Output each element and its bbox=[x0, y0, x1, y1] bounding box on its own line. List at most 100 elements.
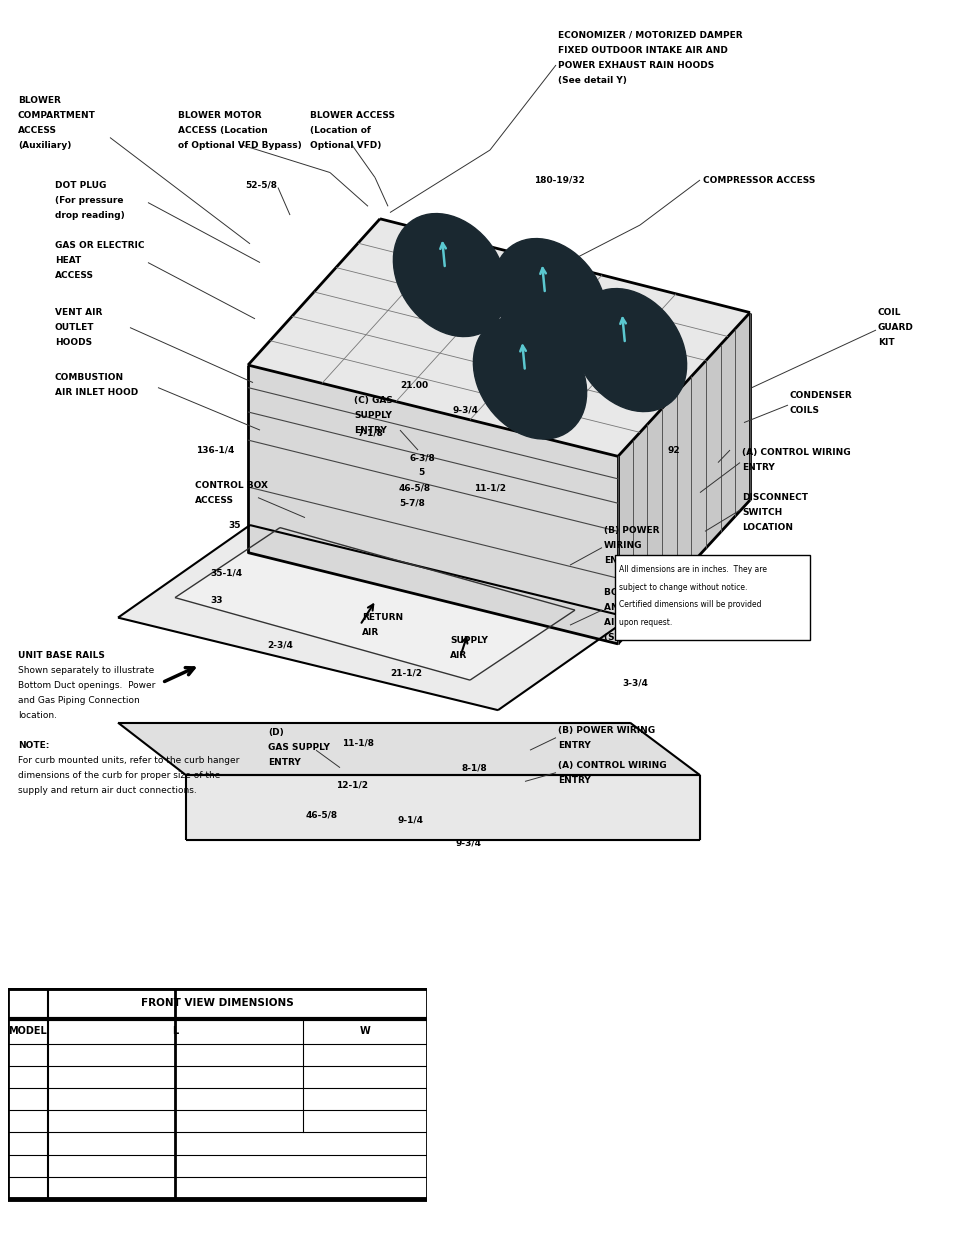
Text: BLOWER: BLOWER bbox=[18, 95, 61, 105]
Text: (A) CONTROL WIRING: (A) CONTROL WIRING bbox=[741, 448, 850, 457]
Text: POWER EXHAUST RAIN HOODS: POWER EXHAUST RAIN HOODS bbox=[558, 61, 714, 69]
Text: SWITCH: SWITCH bbox=[741, 508, 781, 517]
Text: 21-1/2: 21-1/2 bbox=[390, 668, 421, 677]
Text: 35-1/4: 35-1/4 bbox=[210, 568, 242, 577]
Text: (D): (D) bbox=[268, 729, 283, 737]
Text: Shown separately to illustrate: Shown separately to illustrate bbox=[18, 666, 154, 674]
Text: AND RETURN: AND RETURN bbox=[603, 603, 670, 613]
Text: 6-3/8: 6-3/8 bbox=[410, 453, 436, 462]
Text: ACCESS: ACCESS bbox=[18, 126, 57, 135]
Text: 33: 33 bbox=[210, 595, 222, 605]
Text: GUARD: GUARD bbox=[877, 324, 913, 332]
Polygon shape bbox=[186, 776, 700, 840]
Text: COIL: COIL bbox=[877, 308, 901, 317]
Text: LOCATION: LOCATION bbox=[741, 524, 792, 532]
Text: (See detail Y): (See detail Y) bbox=[558, 75, 626, 84]
Text: 35: 35 bbox=[228, 521, 240, 530]
Text: AIR OPENINGS: AIR OPENINGS bbox=[603, 619, 677, 627]
Text: L: L bbox=[172, 1026, 178, 1036]
Text: FRONT VIEW DIMENSIONS: FRONT VIEW DIMENSIONS bbox=[141, 998, 294, 1009]
Text: AIR: AIR bbox=[361, 629, 379, 637]
Text: 46-5/8: 46-5/8 bbox=[398, 483, 431, 492]
Text: WIRING: WIRING bbox=[603, 541, 641, 550]
Text: 9-1/4: 9-1/4 bbox=[397, 815, 423, 825]
Text: AIR: AIR bbox=[450, 651, 467, 659]
Text: ACCESS: ACCESS bbox=[55, 270, 94, 279]
Text: AIR INLET HOOD: AIR INLET HOOD bbox=[55, 388, 138, 398]
Text: and Gas Piping Connection: and Gas Piping Connection bbox=[18, 695, 139, 705]
Text: DISCONNECT: DISCONNECT bbox=[741, 493, 807, 503]
Text: GAS OR ELECTRIC: GAS OR ELECTRIC bbox=[55, 241, 144, 249]
Text: supply and return air duct connections.: supply and return air duct connections. bbox=[18, 785, 196, 794]
Text: 46-5/8: 46-5/8 bbox=[306, 810, 337, 820]
Polygon shape bbox=[248, 219, 749, 457]
Text: upon request.: upon request. bbox=[618, 618, 672, 626]
Text: UNIT BASE RAILS: UNIT BASE RAILS bbox=[18, 651, 105, 659]
Text: 2-3/4: 2-3/4 bbox=[267, 641, 293, 650]
Text: 21.00: 21.00 bbox=[399, 380, 428, 389]
Text: dimensions of the curb for proper size of the: dimensions of the curb for proper size o… bbox=[18, 771, 220, 779]
Text: 136-1/4: 136-1/4 bbox=[195, 446, 234, 454]
Text: W: W bbox=[359, 1026, 371, 1036]
Text: 5: 5 bbox=[417, 468, 424, 477]
Text: ENTRY: ENTRY bbox=[603, 556, 636, 564]
Text: NOTE:: NOTE: bbox=[18, 741, 50, 750]
Text: CONTROL BOX: CONTROL BOX bbox=[194, 480, 268, 489]
Text: VENT AIR: VENT AIR bbox=[55, 308, 102, 317]
Text: BLOWER MOTOR: BLOWER MOTOR bbox=[178, 110, 261, 120]
Text: COMPARTMENT: COMPARTMENT bbox=[18, 110, 95, 120]
Text: 11-1/8: 11-1/8 bbox=[341, 739, 374, 747]
Text: ACCESS: ACCESS bbox=[194, 495, 233, 505]
Text: DOT PLUG: DOT PLUG bbox=[55, 180, 107, 189]
Text: OUTLET: OUTLET bbox=[55, 324, 94, 332]
Polygon shape bbox=[118, 722, 700, 776]
Text: 180-19/32: 180-19/32 bbox=[534, 175, 584, 184]
Text: (B) POWER WIRING: (B) POWER WIRING bbox=[558, 726, 655, 735]
Text: SUPPLY: SUPPLY bbox=[450, 636, 487, 645]
Text: KIT: KIT bbox=[877, 338, 894, 347]
Text: 7-1/8: 7-1/8 bbox=[356, 429, 382, 437]
Polygon shape bbox=[248, 366, 618, 643]
Text: MODEL: MODEL bbox=[9, 1026, 47, 1036]
Text: (Auxiliary): (Auxiliary) bbox=[18, 141, 71, 149]
Text: BOTTOM SUPPLY: BOTTOM SUPPLY bbox=[603, 588, 688, 597]
Text: (For pressure: (For pressure bbox=[55, 195, 123, 205]
Text: location.: location. bbox=[18, 710, 57, 720]
Text: Bottom Duct openings.  Power: Bottom Duct openings. Power bbox=[18, 680, 155, 689]
Text: For curb mounted units, refer to the curb hanger: For curb mounted units, refer to the cur… bbox=[18, 756, 239, 764]
Text: (Location of: (Location of bbox=[310, 126, 371, 135]
Text: Optional VFD): Optional VFD) bbox=[310, 141, 381, 149]
Ellipse shape bbox=[493, 238, 606, 362]
Text: subject to change without notice.: subject to change without notice. bbox=[618, 583, 746, 592]
Polygon shape bbox=[618, 312, 749, 643]
Ellipse shape bbox=[473, 316, 586, 440]
Text: 92: 92 bbox=[667, 446, 679, 454]
Text: (See Note): (See Note) bbox=[603, 634, 658, 642]
Text: Certified dimensions will be provided: Certified dimensions will be provided bbox=[618, 600, 760, 609]
Text: BLOWER ACCESS: BLOWER ACCESS bbox=[310, 110, 395, 120]
Text: ECONOMIZER / MOTORIZED DAMPER: ECONOMIZER / MOTORIZED DAMPER bbox=[558, 31, 741, 40]
Text: All dimensions are in inches.  They are: All dimensions are in inches. They are bbox=[618, 566, 766, 574]
Text: drop reading): drop reading) bbox=[55, 210, 125, 220]
Text: HEAT: HEAT bbox=[55, 256, 81, 264]
Ellipse shape bbox=[393, 214, 506, 337]
Text: FIXED OUTDOOR INTAKE AIR AND: FIXED OUTDOOR INTAKE AIR AND bbox=[558, 46, 727, 54]
Text: SUPPLY: SUPPLY bbox=[354, 410, 392, 420]
Bar bbox=[615, 555, 809, 640]
Polygon shape bbox=[118, 525, 629, 710]
Text: (A) CONTROL WIRING: (A) CONTROL WIRING bbox=[558, 761, 666, 769]
Text: of Optional VFD Bypass): of Optional VFD Bypass) bbox=[178, 141, 301, 149]
Text: GAS SUPPLY: GAS SUPPLY bbox=[268, 743, 330, 752]
Text: RETURN: RETURN bbox=[361, 613, 403, 622]
Text: (C) GAS: (C) GAS bbox=[354, 395, 393, 405]
Text: COMPRESSOR ACCESS: COMPRESSOR ACCESS bbox=[702, 175, 815, 184]
Text: 9-3/4: 9-3/4 bbox=[453, 405, 478, 415]
Text: ENTRY: ENTRY bbox=[354, 426, 386, 435]
Text: CONDENSER: CONDENSER bbox=[789, 390, 852, 400]
Text: 5-7/8: 5-7/8 bbox=[398, 498, 424, 508]
Polygon shape bbox=[174, 527, 575, 680]
Text: ENTRY: ENTRY bbox=[558, 741, 590, 750]
Text: ENTRY: ENTRY bbox=[741, 463, 774, 472]
Text: COMBUSTION: COMBUSTION bbox=[55, 373, 124, 382]
Text: ENTRY: ENTRY bbox=[268, 758, 300, 767]
